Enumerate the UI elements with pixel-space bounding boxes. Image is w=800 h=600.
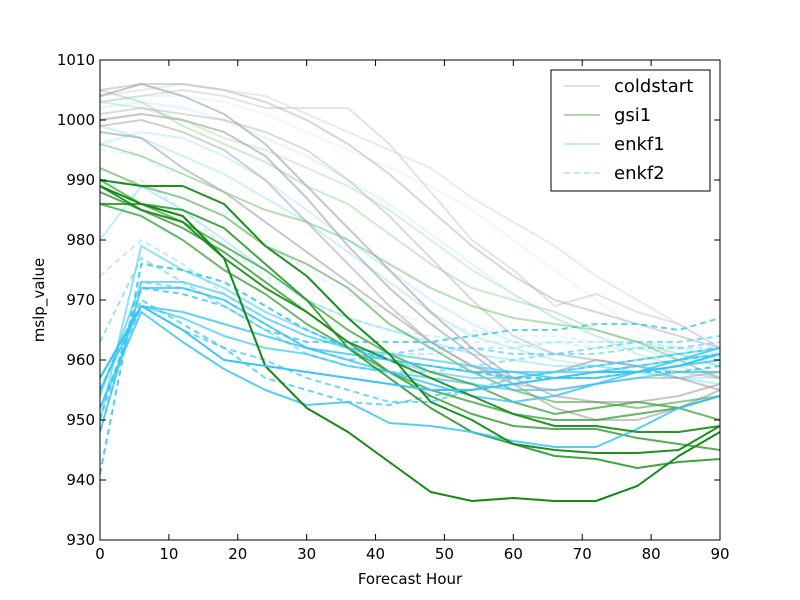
series-line-gsi1 (100, 203, 720, 421)
series-line-gsi1 (100, 185, 720, 502)
series-line-enkf2 (100, 281, 720, 433)
y-tick-label: 960 (66, 351, 95, 369)
y-tick-label: 930 (66, 531, 95, 549)
y-axis-label: mslp_value (30, 258, 49, 343)
x-tick-label: 70 (573, 545, 592, 563)
x-tick-label: 20 (228, 545, 247, 563)
series-line-gsi1 (100, 185, 720, 433)
x-tick-label: 80 (642, 545, 661, 563)
series-line-gsi1 (100, 101, 720, 379)
y-tick-label: 970 (66, 291, 95, 309)
series-line-coldstart (100, 113, 720, 421)
legend-box (550, 69, 711, 192)
legend: coldstart gsi1 enkf1 enkf2 (550, 69, 711, 192)
x-tick-label: 0 (95, 545, 105, 563)
series-line-enkf1 (100, 311, 720, 448)
y-tick-label: 940 (66, 471, 95, 489)
x-tick-label: 90 (710, 545, 729, 563)
series-line-enkf2 (100, 287, 720, 421)
legend-label-coldstart: coldstart (614, 76, 693, 97)
y-tick-label: 990 (66, 171, 95, 189)
legend-label-enkf1: enkf1 (614, 134, 665, 155)
x-tick-label: 50 (435, 545, 454, 563)
x-axis-label: Forecast Hour (358, 570, 463, 588)
series-line-gsi1 (100, 179, 720, 454)
x-tick-label: 60 (504, 545, 523, 563)
y-tick-label: 950 (66, 411, 95, 429)
x-tick-label: 40 (366, 545, 385, 563)
series-line-enkf1 (100, 245, 720, 421)
series-line-coldstart (100, 83, 720, 403)
series-line-enkf2 (100, 239, 720, 355)
series-line-enkf2 (100, 299, 720, 406)
series-line-coldstart (100, 83, 720, 349)
legend-label-gsi1: gsi1 (614, 105, 651, 126)
series-line-coldstart (100, 89, 720, 349)
series-line-enkf2 (100, 263, 720, 475)
y-tick-label: 980 (66, 231, 95, 249)
series-line-enkf2 (100, 179, 720, 361)
series-line-enkf1 (100, 305, 720, 391)
series-line-enkf2 (100, 305, 720, 409)
x-tick-label: 10 (159, 545, 178, 563)
y-axis: 930 940 950 960 970 980 990 1000 1010 (57, 51, 720, 549)
y-tick-label: 1010 (57, 51, 95, 69)
y-tick-label: 1000 (57, 111, 95, 129)
series-line-gsi1 (100, 203, 720, 469)
x-axis: 0 10 20 30 40 50 60 70 80 90 (95, 60, 730, 563)
legend-label-enkf2: enkf2 (614, 163, 665, 184)
series-line-enkf1 (100, 95, 720, 361)
series-line-gsi1 (100, 143, 720, 379)
series-line-enkf1 (100, 305, 720, 391)
series-line-enkf1 (100, 101, 720, 367)
x-tick-label: 30 (297, 545, 316, 563)
series-layer (100, 83, 720, 502)
